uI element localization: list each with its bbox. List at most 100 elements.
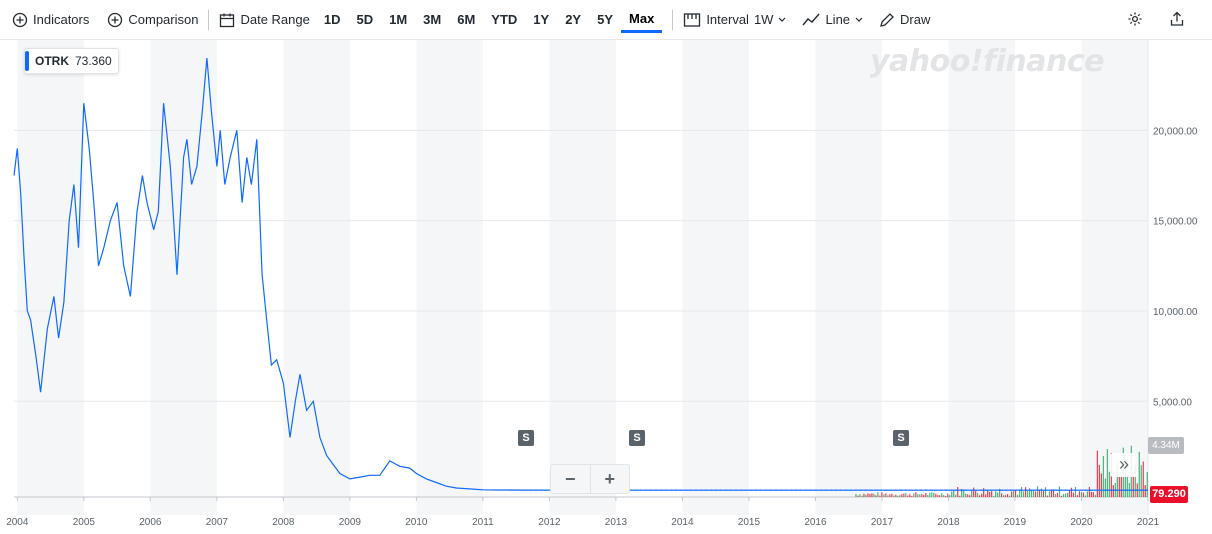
scroll-right-icon[interactable]: » (1110, 453, 1138, 477)
volume-bar (1020, 486, 1023, 497)
volume-bar (1100, 473, 1102, 497)
volume-bar (1003, 495, 1005, 497)
volume-bar (1064, 493, 1067, 497)
range-max[interactable]: Max (621, 7, 663, 33)
volume-bar (927, 494, 929, 497)
volume-bar (965, 493, 967, 497)
indicators-label: Indicators (33, 12, 90, 27)
interval-button[interactable]: Interval 1W (683, 6, 786, 34)
volume-bar (931, 492, 933, 497)
chart-type-label: Line (825, 12, 851, 27)
chart-toolbar: Indicators Comparison Date Range 1D 5D 1… (0, 0, 1212, 40)
range-1m[interactable]: 1M (389, 11, 408, 27)
volume-bar (1102, 456, 1104, 497)
volume-bar (939, 495, 941, 497)
year-band (283, 40, 350, 515)
x-tick-label: 2020 (1070, 517, 1093, 528)
volume-bar (1010, 491, 1013, 497)
volume-bar (1048, 491, 1051, 497)
plus-circle-icon (108, 12, 123, 27)
x-tick-label: 2007 (206, 517, 229, 528)
x-tick-label: 2006 (139, 517, 162, 528)
volume-bar (1084, 495, 1087, 497)
range-1d[interactable]: 1D (323, 11, 341, 27)
settings-icon[interactable] (1127, 11, 1143, 32)
volume-bar (1016, 494, 1019, 497)
zoom-in-button[interactable]: + (589, 465, 630, 493)
range-2y[interactable]: 2Y (565, 11, 582, 27)
date-range-button[interactable]: Date Range (219, 6, 310, 34)
volume-bar (871, 493, 873, 497)
volume-bar (997, 492, 999, 497)
volume-bar (1096, 450, 1098, 497)
volume-bar (1138, 451, 1140, 497)
volume-bar (1042, 490, 1045, 497)
volume-bar (1088, 486, 1091, 497)
line-chart-icon (802, 13, 820, 25)
y-axis: 5,000.00 10,000.00 15,000.00 20,000.00 (1153, 126, 1198, 408)
volume-bar (951, 491, 953, 497)
range-5d[interactable]: 5D (356, 11, 374, 27)
range-3m[interactable]: 3M (423, 11, 442, 27)
plus-circle-icon (12, 12, 28, 27)
volume-bar (869, 494, 871, 497)
volume-bar (945, 495, 947, 497)
volume-bar (1068, 490, 1071, 497)
interval-value: 1W (753, 12, 774, 27)
volume-bar (893, 495, 895, 497)
volume-bar (961, 488, 963, 497)
range-6m[interactable]: 6M (457, 11, 476, 27)
x-tick-label: 2019 (1004, 517, 1027, 528)
volume-bar (981, 493, 983, 497)
volume-bar (881, 492, 883, 497)
year-band (815, 40, 882, 515)
volume-bar (987, 489, 989, 497)
split-marker[interactable]: S (518, 430, 534, 446)
year-bands (17, 40, 1148, 515)
chart-type-button[interactable]: Line (802, 6, 863, 34)
gridlines (14, 40, 1149, 515)
volume-bar (857, 495, 859, 497)
range-1y[interactable]: 1Y (533, 11, 550, 27)
volume-bar (1030, 490, 1033, 497)
volume-bar (897, 495, 899, 497)
x-tick-label: 2004 (6, 517, 29, 528)
volume-bar (943, 494, 945, 497)
split-marker[interactable]: S (893, 430, 909, 446)
split-marker[interactable]: S (629, 430, 645, 446)
volume-bar (1078, 491, 1081, 497)
volume-bar (971, 490, 973, 497)
year-band (1081, 40, 1148, 515)
year-band (17, 40, 84, 515)
year-band (150, 40, 217, 515)
zoom-out-button[interactable]: − (564, 469, 576, 489)
volume-bar (985, 494, 987, 497)
volume-bar (1008, 495, 1011, 497)
volume-bar (1090, 491, 1093, 497)
draw-button[interactable]: Draw (879, 6, 930, 34)
volume-bar (891, 493, 893, 497)
volume-bar (861, 495, 863, 497)
volume-bar (973, 487, 975, 497)
range-ytd[interactable]: YTD (491, 11, 518, 27)
volume-bar (1005, 495, 1007, 497)
volume-bar (991, 491, 993, 497)
volume-bar (923, 494, 925, 497)
x-tick-label: 2013 (605, 517, 628, 528)
indicators-button[interactable]: Indicators (12, 6, 89, 34)
range-5y[interactable]: 5Y (597, 11, 614, 27)
volume-bar (887, 495, 889, 497)
volume-bar (907, 495, 909, 497)
comparison-button[interactable]: Comparison (107, 6, 198, 34)
x-axis: 2004 2005 2006 2007 2008 2009 2010 2011 2012 2013… (6, 497, 1160, 528)
volume-bar (969, 495, 971, 497)
volume-bar (955, 494, 957, 497)
volume-bar (917, 494, 919, 497)
volume-bar (867, 493, 869, 497)
volume-bar (1034, 491, 1037, 497)
volume-bar (1094, 494, 1096, 497)
volume-bar (1146, 472, 1148, 497)
share-icon[interactable] (1169, 11, 1185, 32)
volume-bar (983, 488, 985, 497)
